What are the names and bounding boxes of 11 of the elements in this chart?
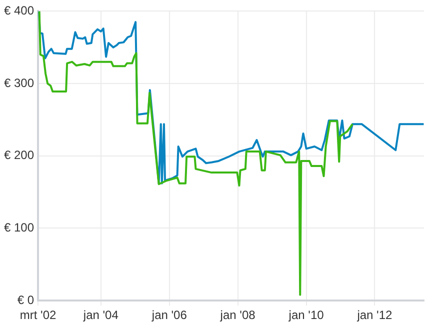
y-tick-label: € 400: [4, 4, 34, 18]
y-tick-label: € 100: [4, 220, 34, 235]
y-tick-label: € 0: [17, 292, 34, 307]
x-tick-label: jan '12: [356, 308, 393, 322]
y-tick-label: € 200: [4, 148, 34, 162]
x-tick-label: mrt '02: [20, 308, 56, 322]
x-tick-label: jan '08: [219, 308, 256, 322]
x-tick-label: jan '06: [150, 308, 188, 322]
y-tick-label: € 300: [4, 76, 34, 90]
x-tick-label: jan '04: [82, 308, 119, 322]
x-tick-label: jan '10: [288, 308, 324, 322]
